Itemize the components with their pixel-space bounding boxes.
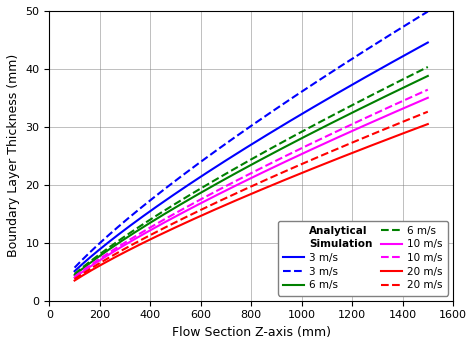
Legend: Analytical, Simulation, 3 m/s, 3 m/s, 6 m/s, 6 m/s, 10 m/s, 10 m/s, 20 m/s, 20 m: Analytical, Simulation, 3 m/s, 3 m/s, 6 … [278, 220, 448, 295]
Y-axis label: Boundary Layer Thickness (mm): Boundary Layer Thickness (mm) [7, 54, 20, 257]
X-axis label: Flow Section Z-axis (mm): Flow Section Z-axis (mm) [172, 326, 331, 339]
